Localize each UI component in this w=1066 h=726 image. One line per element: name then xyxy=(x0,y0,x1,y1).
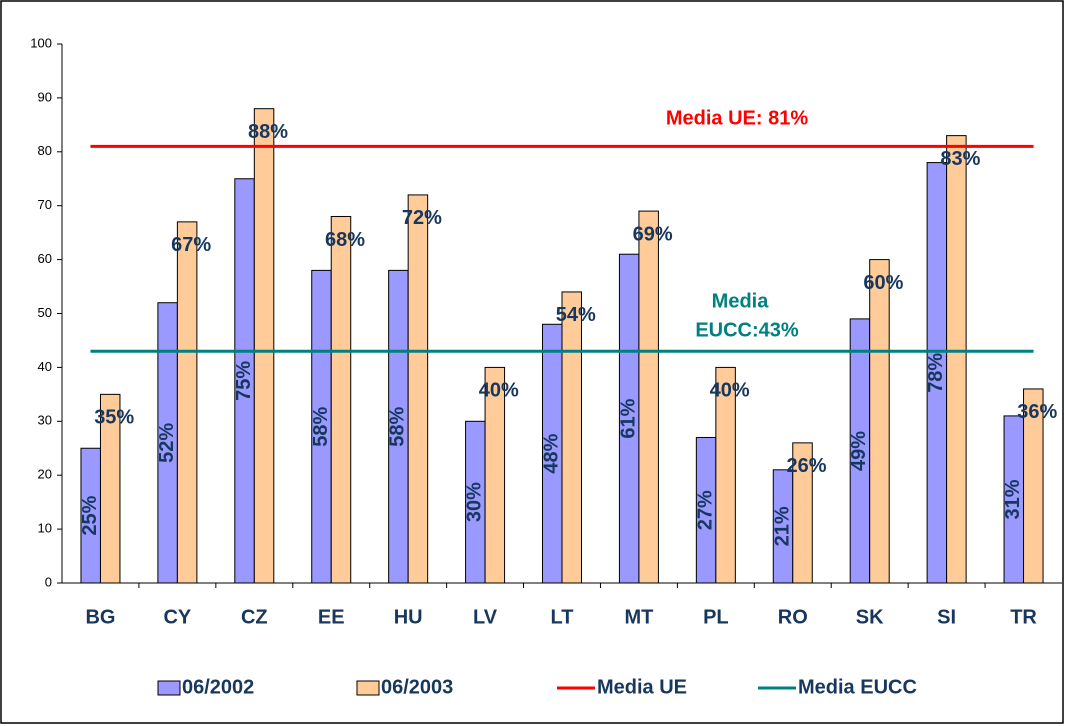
x-tick-label: BG xyxy=(85,606,115,628)
annotation: Media UE: 81% xyxy=(666,107,808,129)
x-tick-label: LT xyxy=(551,606,574,628)
bar xyxy=(484,366,506,584)
bar xyxy=(561,291,582,584)
data-label: 26% xyxy=(787,455,827,477)
annotation: EUCC:43% xyxy=(695,319,799,341)
bar xyxy=(946,135,967,584)
data-label: 48% xyxy=(541,433,563,473)
y-tick-label: 30 xyxy=(38,413,52,428)
data-label: 35% xyxy=(94,407,134,429)
data-label: 60% xyxy=(863,272,903,294)
x-tick-label: CY xyxy=(163,606,191,628)
bar xyxy=(99,393,121,584)
y-tick-label: 90 xyxy=(38,89,52,104)
legend-swatch xyxy=(157,680,181,696)
y-tick-label: 100 xyxy=(30,35,52,50)
data-label: 61% xyxy=(617,398,639,438)
y-tick-label: 60 xyxy=(38,251,52,266)
data-label: 69% xyxy=(633,223,673,245)
x-tick-label: SI xyxy=(937,606,956,628)
data-label: 58% xyxy=(387,406,409,446)
data-label: 31% xyxy=(1002,479,1024,519)
x-tick-label: MT xyxy=(624,606,653,628)
legend-label: 06/2002 xyxy=(182,676,254,698)
x-tick-label: RO xyxy=(778,606,808,628)
legend-label: Media UE xyxy=(597,676,687,698)
y-tick-label: 50 xyxy=(38,305,52,320)
x-tick-label: HU xyxy=(394,606,423,628)
bar xyxy=(1023,388,1044,584)
bar xyxy=(869,259,890,584)
data-label: 27% xyxy=(694,490,716,530)
data-label: 49% xyxy=(848,431,870,471)
x-tick-label: LV xyxy=(473,606,498,628)
x-tick-label: CZ xyxy=(241,606,268,628)
data-label: 78% xyxy=(925,353,947,393)
x-tick-label: PL xyxy=(703,606,729,628)
bar xyxy=(715,366,736,584)
legend-label: 06/2003 xyxy=(381,676,453,698)
legend-label: Media EUCC xyxy=(798,676,917,698)
bar xyxy=(176,221,198,584)
data-label: 68% xyxy=(325,229,365,251)
data-label: 30% xyxy=(464,482,486,522)
data-label: 40% xyxy=(710,380,750,402)
y-tick-label: 10 xyxy=(38,521,52,536)
data-label: 75% xyxy=(233,361,255,401)
bar xyxy=(407,194,429,584)
bar xyxy=(253,108,275,584)
x-tick-label: SK xyxy=(856,606,884,628)
data-label: 83% xyxy=(940,148,980,170)
x-tick-label: TR xyxy=(1010,606,1037,628)
y-tick-label: 80 xyxy=(38,143,52,158)
y-tick-label: 20 xyxy=(38,467,52,482)
x-tick-label: EE xyxy=(318,606,345,628)
bar xyxy=(638,210,659,584)
y-tick-label: 0 xyxy=(45,574,52,589)
data-label: 25% xyxy=(79,495,101,535)
data-label: 67% xyxy=(171,234,211,256)
data-label: 58% xyxy=(310,406,332,446)
data-label: 21% xyxy=(771,506,793,546)
annotation: Media xyxy=(712,290,770,312)
bar xyxy=(792,442,813,584)
y-tick-label: 70 xyxy=(38,197,52,212)
legend-swatch xyxy=(356,680,380,696)
y-tick-label: 40 xyxy=(38,359,52,374)
bar xyxy=(330,215,352,584)
data-label: 40% xyxy=(479,380,519,402)
data-label: 54% xyxy=(556,304,596,326)
data-label: 72% xyxy=(402,207,442,229)
data-label: 36% xyxy=(1017,401,1057,423)
data-label: 52% xyxy=(156,423,178,463)
data-label: 88% xyxy=(248,121,288,143)
